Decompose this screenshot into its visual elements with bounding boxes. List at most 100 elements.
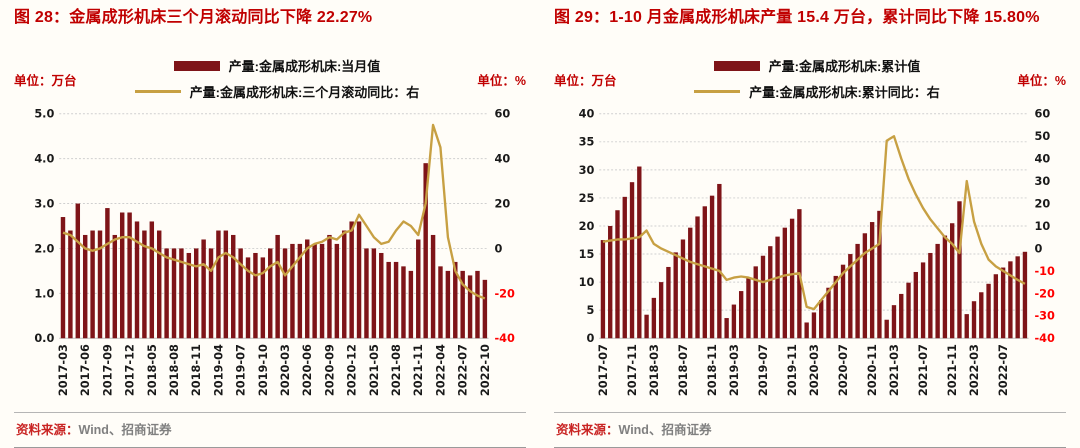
line-legend-swatch <box>134 90 181 93</box>
svg-text:2017-03: 2017-03 <box>56 344 70 396</box>
bar-legend-swatch <box>713 60 760 71</box>
svg-text:2020-06: 2020-06 <box>300 344 314 396</box>
svg-text:2018-05: 2018-05 <box>145 344 159 396</box>
svg-text:2018-03: 2018-03 <box>647 344 661 396</box>
svg-text:2018-11: 2018-11 <box>705 344 719 396</box>
bar-series <box>60 163 488 339</box>
source-row: 资料来源：Wind、招商证券 <box>14 412 526 447</box>
line-series <box>62 123 486 300</box>
svg-text:20: 20 <box>494 196 510 210</box>
line-legend-label: 产量:金属成形机床:累计同比：右 <box>749 85 940 100</box>
svg-text:2022-07: 2022-07 <box>456 344 470 396</box>
svg-text:2022-07: 2022-07 <box>996 344 1010 396</box>
svg-text:2018-08: 2018-08 <box>167 344 181 396</box>
x-axis-tick-labels: 2017-03 2017-06 2017-09 2017-12 2018-05 2018-… <box>56 344 492 396</box>
svg-text:2021-08: 2021-08 <box>389 344 403 396</box>
svg-text:2019-11: 2019-11 <box>785 344 799 396</box>
svg-text:20: 20 <box>579 219 595 233</box>
figure-29-panel: 图 29：1-10 月金属成形机床产量 15.4 万台，累计同比下降 15.80… <box>554 6 1066 448</box>
svg-text:10: 10 <box>1034 219 1050 233</box>
figure-29-header: 单位：万台 产量:金属成形机床:累计值 产量:金属成形机床:累计同比：右 单位：… <box>554 54 1066 105</box>
gridlines <box>599 113 1029 339</box>
legend-item-line: 产量:金属成形机床:累计同比：右 <box>694 82 940 101</box>
svg-text:15: 15 <box>579 247 595 261</box>
svg-text:2022-04: 2022-04 <box>433 344 447 396</box>
svg-text:5.0: 5.0 <box>34 107 54 121</box>
svg-text:2020-03: 2020-03 <box>278 344 292 396</box>
left-axis-unit-label: 单位：万台 <box>554 74 617 88</box>
svg-text:2021-07: 2021-07 <box>916 344 930 396</box>
figure-29-title: 图 29：1-10 月金属成形机床产量 15.4 万台，累计同比下降 15.80… <box>554 9 1040 26</box>
figure-28-legend: 产量:金属成形机床:当月值 产量:金属成形机床:三个月滚动同比：右 <box>77 54 478 105</box>
svg-text:0: 0 <box>494 241 502 255</box>
svg-text:1.0: 1.0 <box>34 286 54 300</box>
svg-text:-30: -30 <box>1034 309 1055 323</box>
left-axis-unit-label: 单位：万台 <box>14 74 77 88</box>
svg-text:30: 30 <box>579 163 595 177</box>
svg-text:2020-03: 2020-03 <box>807 344 821 396</box>
bar-series <box>600 166 1028 339</box>
svg-text:2021-05: 2021-05 <box>367 344 381 396</box>
left-axis-tick-labels: 0.0 1.0 2.0 3.0 4.0 5.0 <box>34 107 54 345</box>
right-axis-unit-label: 单位：% <box>477 74 526 88</box>
svg-text:2019-07: 2019-07 <box>234 344 248 396</box>
bar-legend-swatch <box>173 60 220 71</box>
svg-text:2021-03: 2021-03 <box>887 344 901 396</box>
svg-text:-40: -40 <box>494 331 515 345</box>
svg-text:2.0: 2.0 <box>34 241 54 255</box>
legend-item-bar: 产量:金属成形机床:累计值 <box>713 56 921 75</box>
svg-text:2017-06: 2017-06 <box>78 344 92 396</box>
figure-28-panel: 图 28：金属成形机床三个月滚动同比下降 22.27% 单位：万台 产量:金属成… <box>14 6 526 448</box>
svg-text:50: 50 <box>1034 129 1050 143</box>
svg-text:2022-03: 2022-03 <box>967 344 981 396</box>
svg-text:2017-07: 2017-07 <box>596 344 610 396</box>
svg-text:60: 60 <box>494 107 510 121</box>
svg-text:2019-07: 2019-07 <box>756 344 770 396</box>
monthly-output-combo-chart: 0.0 1.0 2.0 3.0 4.0 5.0 -40 -20 0 20 40 60 2017-03 20… <box>34 107 515 396</box>
svg-text:4.0: 4.0 <box>34 152 54 166</box>
svg-text:2020-07: 2020-07 <box>836 344 850 396</box>
svg-text:40: 40 <box>494 152 510 166</box>
right-axis-unit-label: 单位：% <box>1017 74 1066 88</box>
svg-text:40: 40 <box>1034 152 1050 166</box>
svg-text:5: 5 <box>586 303 594 317</box>
source-row: 资料来源：Wind、招商证券 <box>554 412 1066 447</box>
line-legend-swatch <box>694 90 741 93</box>
bar-legend-label: 产量:金属成形机床:累计值 <box>768 59 921 74</box>
svg-text:0.0: 0.0 <box>34 331 54 345</box>
legend-item-line: 产量:金属成形机床:三个月滚动同比：右 <box>134 82 420 101</box>
svg-text:2022-10: 2022-10 <box>478 344 492 396</box>
svg-text:2019-10: 2019-10 <box>256 344 270 396</box>
svg-text:25: 25 <box>579 191 595 205</box>
line-series <box>602 135 1026 311</box>
x-axis-tick-labels: 2017-07 2017-11 2018-03 2018-07 2018-11 2019-… <box>596 344 1010 396</box>
left-axis-tick-labels: 0 5 10 15 20 25 30 35 40 <box>579 107 595 345</box>
source-text: Wind、招商证券 <box>618 423 712 437</box>
svg-text:10: 10 <box>579 275 595 289</box>
svg-text:-20: -20 <box>494 286 515 300</box>
svg-text:-10: -10 <box>1034 264 1055 278</box>
svg-text:2017-09: 2017-09 <box>100 344 114 396</box>
svg-text:-20: -20 <box>1034 286 1055 300</box>
svg-text:2021-11: 2021-11 <box>945 344 959 396</box>
line-legend-label: 产量:金属成形机床:三个月滚动同比：右 <box>189 85 420 100</box>
figure-29-legend: 产量:金属成形机床:累计值 产量:金属成形机床:累计同比：右 <box>617 54 1018 105</box>
svg-text:2020-11: 2020-11 <box>865 344 879 396</box>
source-label: 资料来源： <box>16 423 79 437</box>
svg-text:2018-07: 2018-07 <box>676 344 690 396</box>
svg-text:60: 60 <box>1034 107 1050 121</box>
svg-text:35: 35 <box>579 135 595 149</box>
right-axis-tick-labels: -40 -30 -20 -10 0 10 20 30 40 50 60 <box>1034 107 1055 345</box>
svg-text:30: 30 <box>1034 174 1050 188</box>
source-label: 资料来源： <box>556 423 619 437</box>
legend-item-bar: 产量:金属成形机床:当月值 <box>173 56 380 75</box>
svg-text:2019-04: 2019-04 <box>211 344 225 396</box>
right-axis-tick-labels: -40 -20 0 20 40 60 <box>494 107 515 345</box>
svg-text:2017-11: 2017-11 <box>625 344 639 396</box>
svg-text:-40: -40 <box>1034 331 1055 345</box>
figure-28-title: 图 28：金属成形机床三个月滚动同比下降 22.27% <box>14 9 373 26</box>
svg-text:3.0: 3.0 <box>34 196 54 210</box>
source-text: Wind、招商证券 <box>78 423 172 437</box>
svg-text:2018-11: 2018-11 <box>189 344 203 396</box>
svg-text:2019-03: 2019-03 <box>727 344 741 396</box>
